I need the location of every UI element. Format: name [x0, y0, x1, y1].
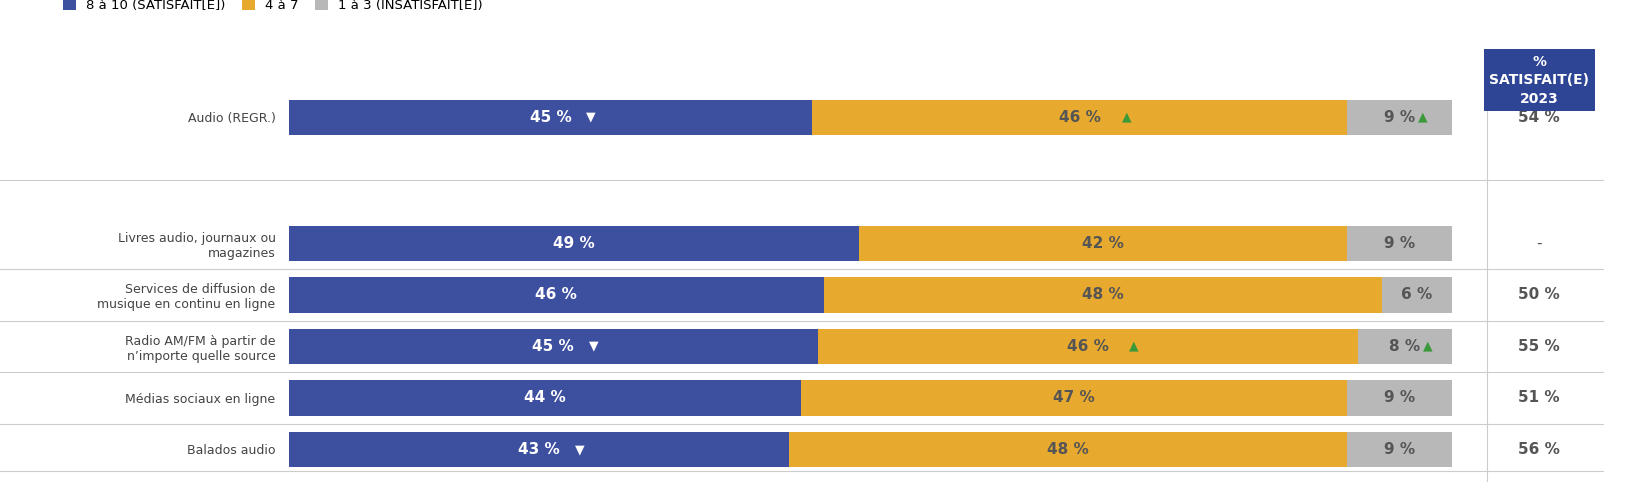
Bar [1348, 225, 1452, 261]
Bar [812, 100, 1348, 135]
Bar [1383, 277, 1452, 313]
Text: ▼: ▼ [574, 443, 584, 456]
Text: 9 %: 9 % [1384, 110, 1416, 125]
Text: 48 %: 48 % [1082, 288, 1124, 303]
Text: %
SATISFAIT(E)
2023: % SATISFAIT(E) 2023 [1490, 55, 1589, 106]
Text: 49 %: 49 % [553, 236, 594, 251]
Text: 6 %: 6 % [1401, 288, 1432, 303]
Bar [289, 277, 823, 313]
Bar [1348, 380, 1452, 416]
Text: ▲: ▲ [1122, 111, 1132, 124]
Text: 8 %: 8 % [1389, 339, 1421, 354]
Text: ▲: ▲ [1417, 111, 1427, 124]
Text: 47 %: 47 % [1053, 390, 1096, 405]
Text: 44 %: 44 % [523, 390, 566, 405]
Bar [289, 432, 789, 467]
Bar [289, 100, 812, 135]
Bar [1348, 100, 1452, 135]
Text: 46 %: 46 % [1068, 339, 1109, 354]
Text: 9 %: 9 % [1384, 442, 1416, 457]
Bar [800, 380, 1348, 416]
Text: 48 %: 48 % [1048, 442, 1089, 457]
Text: ▲: ▲ [1130, 340, 1138, 353]
Text: 42 %: 42 % [1082, 236, 1124, 251]
Text: ▲: ▲ [1424, 340, 1434, 353]
Text: 46 %: 46 % [1059, 110, 1101, 125]
Bar [789, 432, 1348, 467]
Text: 54 %: 54 % [1518, 110, 1561, 125]
Bar [289, 329, 817, 364]
Bar [858, 225, 1348, 261]
Text: 50 %: 50 % [1518, 288, 1561, 303]
Text: 43 %: 43 % [518, 442, 559, 457]
Text: -: - [1536, 236, 1543, 251]
Text: 55 %: 55 % [1518, 339, 1561, 354]
Text: ▼: ▼ [589, 340, 599, 353]
Bar [817, 329, 1358, 364]
Text: ▼: ▼ [586, 111, 596, 124]
Bar [1358, 329, 1452, 364]
Bar [1348, 432, 1452, 467]
Text: 9 %: 9 % [1384, 236, 1416, 251]
Bar [823, 277, 1383, 313]
Bar [289, 380, 800, 416]
Text: 45 %: 45 % [533, 339, 574, 354]
Text: 46 %: 46 % [535, 288, 578, 303]
Text: 56 %: 56 % [1518, 442, 1561, 457]
Bar [289, 225, 858, 261]
Text: 51 %: 51 % [1518, 390, 1559, 405]
Legend: 8 à 10 (SATISFAIT[E]), 4 à 7, 1 à 3 (INSATISFAIT[E]): 8 à 10 (SATISFAIT[E]), 4 à 7, 1 à 3 (INS… [63, 0, 483, 13]
Text: 9 %: 9 % [1384, 390, 1416, 405]
Text: 45 %: 45 % [530, 110, 571, 125]
